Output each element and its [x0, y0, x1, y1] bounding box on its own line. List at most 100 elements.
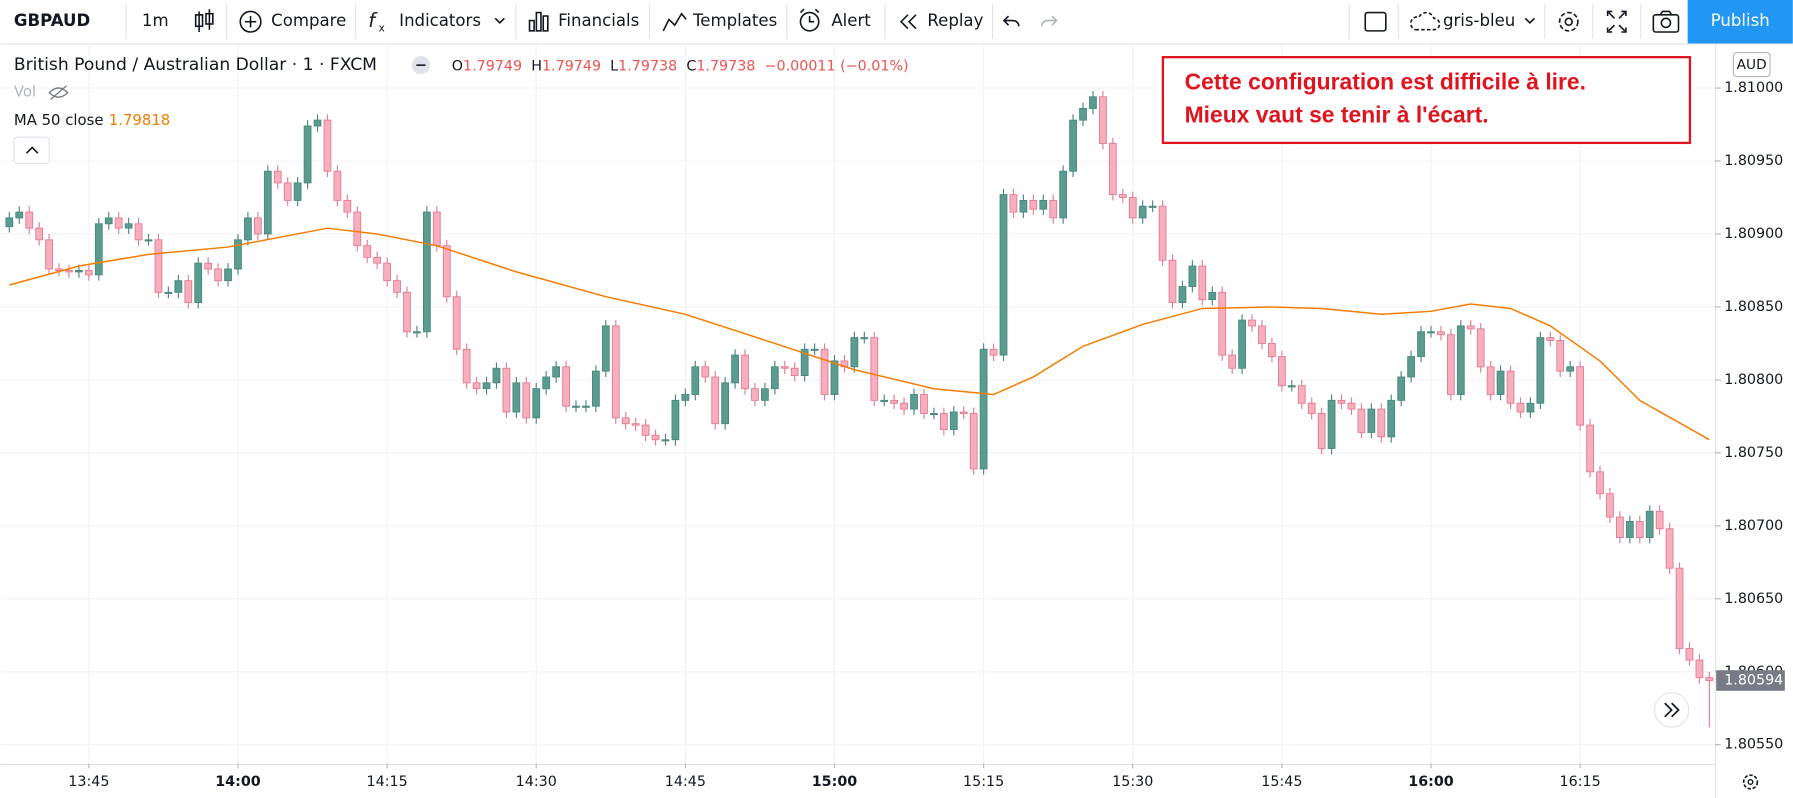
candle-body: [1675, 567, 1684, 649]
y-tick-label: 1.80550: [1724, 737, 1783, 753]
candle-body: [45, 239, 53, 270]
volume-label: Vol: [14, 83, 36, 101]
candle-body: [1228, 354, 1237, 369]
candle-body: [1009, 194, 1018, 213]
indicators-icon[interactable]: x: [379, 23, 385, 35]
candle-body: [94, 223, 103, 276]
candle-body: [1407, 356, 1415, 378]
scroll-button[interactable]: [1653, 692, 1690, 728]
candle-body: [939, 413, 948, 430]
indicators-button[interactable]: Indicators: [399, 11, 481, 30]
candle-body: [562, 366, 570, 407]
candle-body: [273, 170, 282, 184]
candle-body: [989, 348, 998, 356]
fullscreen-icon[interactable]: [1606, 10, 1627, 33]
alert-button[interactable]: Alert: [831, 11, 871, 30]
redo-icon[interactable]: [1040, 15, 1058, 27]
candle-body: [55, 268, 63, 271]
chevron[interactable]: [494, 17, 505, 24]
candle-body: [1188, 265, 1197, 287]
candle-body: [1377, 408, 1386, 438]
candle-body: [1586, 424, 1594, 473]
candle-body: [542, 376, 551, 390]
symbol[interactable]: GBPAUD: [14, 11, 90, 30]
candle-body: [1079, 108, 1087, 121]
candle-body: [452, 296, 461, 350]
candle-body: [65, 270, 73, 273]
candle-body: [363, 245, 372, 258]
publish-label[interactable]: Publish: [1711, 11, 1770, 30]
replay-icon[interactable]: [899, 14, 917, 30]
candle-body: [15, 211, 24, 219]
candle-body: [1556, 340, 1565, 372]
candle-body: [462, 348, 471, 384]
candle-body: [850, 337, 859, 368]
candle-body: [870, 337, 879, 401]
candle-body: [1387, 399, 1396, 438]
layout-icon[interactable]: [1364, 11, 1387, 32]
candle-body: [582, 405, 590, 408]
candle-body: [204, 262, 213, 270]
indicators-icon[interactable]: f: [368, 9, 378, 32]
legend: British Pound / Australian Dollar · 1 · …: [13, 55, 909, 165]
candle-body: [1059, 170, 1068, 219]
hide-icon[interactable]: [48, 85, 69, 100]
candle-body: [432, 211, 441, 247]
ohlc-key: O: [452, 58, 463, 74]
settings-icon[interactable]: [1558, 11, 1579, 32]
compare-icon[interactable]: [239, 10, 262, 33]
candle-body: [701, 366, 710, 378]
candle-body: [601, 325, 610, 372]
interval[interactable]: 1m: [142, 11, 169, 30]
x-tick-label: 15:30: [1112, 774, 1153, 790]
ohlc-key: L: [610, 58, 618, 74]
candle-body: [1138, 205, 1147, 219]
candle-body: [1606, 493, 1614, 518]
y-tick-label: 1.80900: [1724, 226, 1783, 242]
replay-button[interactable]: Replay: [927, 11, 983, 30]
candle-body: [1705, 677, 1714, 681]
undo-icon[interactable]: [1002, 15, 1020, 27]
candle-body: [880, 399, 889, 402]
currency-label: AUD: [1737, 57, 1767, 73]
compare-button[interactable]: Compare: [271, 11, 346, 30]
scale-settings-icon[interactable]: [1742, 774, 1759, 790]
candle-body: [1178, 286, 1187, 304]
candle-body: [114, 217, 123, 229]
candle-body: [1248, 319, 1256, 327]
y-tick-label: 1.80950: [1724, 153, 1783, 169]
alert-icon[interactable]: [799, 8, 820, 32]
publish-button[interactable]: [1687, 0, 1793, 44]
templates-icon[interactable]: [662, 12, 687, 32]
candle-body: [303, 125, 312, 184]
candle-body: [572, 405, 580, 408]
candle-body: [1118, 194, 1127, 198]
candle-body: [959, 411, 968, 414]
candle-body: [1615, 516, 1624, 538]
financials-button[interactable]: Financials: [558, 11, 639, 30]
x-tick-label: 14:15: [367, 774, 408, 790]
chart-type-icon[interactable]: [194, 9, 214, 33]
ohlc-key: C: [686, 58, 696, 74]
ohlc-key: H: [531, 58, 542, 74]
templates-button[interactable]: Templates: [692, 11, 777, 30]
chevron[interactable]: [1524, 17, 1536, 24]
legend-toggle[interactable]: [13, 136, 50, 165]
y-tick-label: 1.80750: [1724, 445, 1783, 461]
financials-icon[interactable]: [528, 11, 549, 32]
candle-body: [413, 331, 421, 334]
candle-body: [1665, 528, 1674, 569]
candle-body: [1128, 197, 1137, 219]
candle-body: [1099, 96, 1107, 144]
x-tick-label: 14:45: [665, 774, 706, 790]
cloud-icon[interactable]: [1409, 11, 1441, 31]
layout-name[interactable]: gris-bleu: [1443, 11, 1515, 30]
candle-body: [1417, 331, 1425, 358]
x-tick-label: 15:15: [963, 774, 1004, 790]
candle-body: [1625, 521, 1634, 538]
ma-value: 1.79818: [109, 111, 170, 129]
snapshot-icon[interactable]: [1652, 10, 1680, 33]
candle-body: [969, 413, 978, 470]
candle-body: [512, 382, 521, 413]
candle-body: [1367, 408, 1376, 433]
